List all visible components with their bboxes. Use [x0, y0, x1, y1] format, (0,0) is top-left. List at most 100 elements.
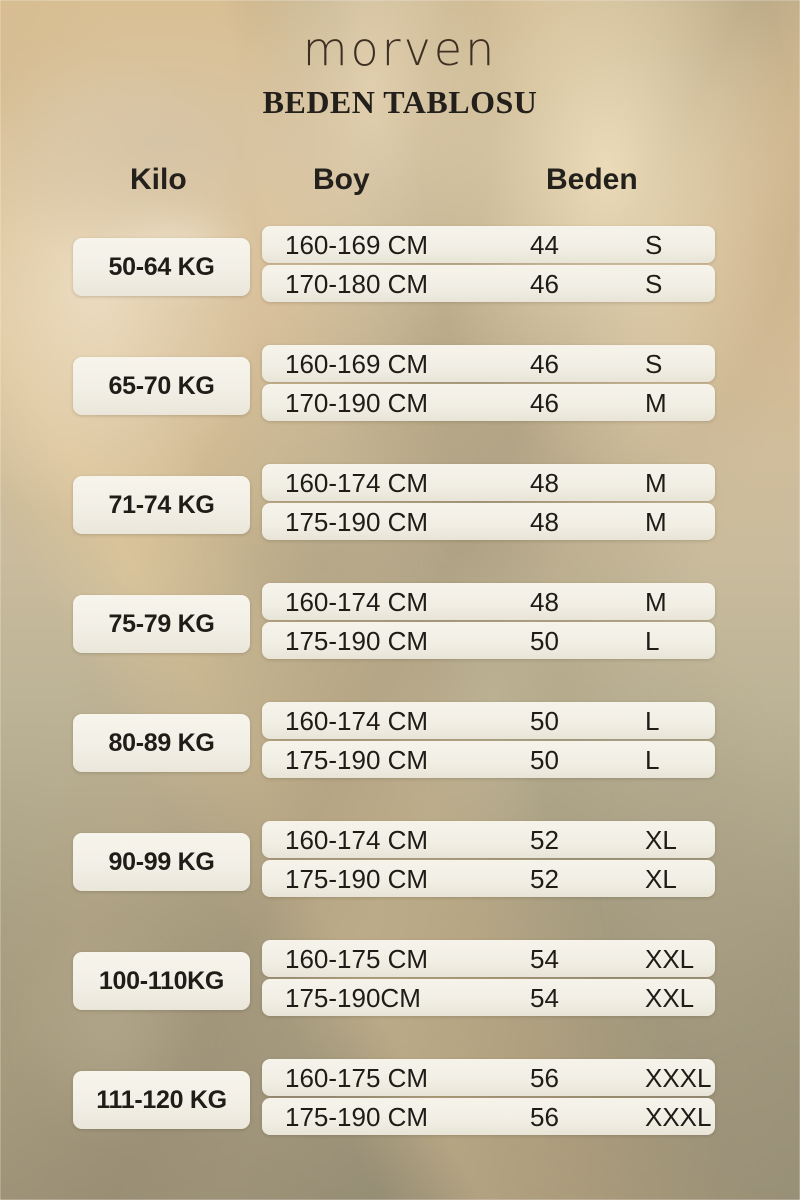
height-range-value: 160-169 CM [285, 229, 429, 260]
numeric-size-value: 52 [530, 824, 559, 855]
height-range-value: 160-174 CM [285, 467, 429, 498]
table-row: 160-174 CM 50 L [262, 702, 715, 739]
measurement-rows: 160-174 CM 52 XL 175-190 CM 52 XL [262, 821, 715, 899]
table-row: 160-175 CM 56 XXXL [262, 1059, 715, 1096]
table-row: 160-169 CM 46 S [262, 345, 715, 382]
numeric-size-value: 46 [530, 268, 559, 299]
measurement-rows: 160-175 CM 56 XXXL 175-190 CM 56 XXXL [262, 1059, 715, 1137]
letter-size-value: L [645, 744, 660, 775]
letter-size-value: XXL [645, 982, 695, 1013]
table-row: 160-175 CM 54 XXL [262, 940, 715, 977]
table-row: 160-169 CM 44 S [262, 226, 715, 263]
numeric-size-value: 46 [530, 348, 559, 379]
numeric-size-value: 54 [530, 982, 559, 1013]
letter-size-value: XL [645, 863, 677, 894]
numeric-size-value: 48 [530, 506, 559, 537]
measurement-rows: 160-169 CM 46 S 170-190 CM 46 M [262, 345, 715, 423]
weight-range-label: 80-89 KG [108, 728, 215, 757]
measurement-rows: 160-174 CM 48 M 175-190 CM 50 L [262, 583, 715, 661]
weight-group: 80-89 KG 160-174 CM 50 L 175-190 CM 50 L [0, 702, 800, 784]
height-range-value: 160-175 CM [285, 1062, 429, 1093]
table-row: 175-190CM 54 XXL [262, 979, 715, 1016]
weight-range-label: 90-99 KG [108, 847, 215, 876]
table-row: 160-174 CM 48 M [262, 583, 715, 620]
letter-size-value: XXXL [645, 1062, 712, 1093]
table-row: 170-190 CM 46 M [262, 384, 715, 421]
height-range-value: 175-190 CM [285, 506, 429, 537]
height-range-value: 175-190 CM [285, 863, 429, 894]
height-range-value: 160-174 CM [285, 824, 429, 855]
table-row: 160-174 CM 52 XL [262, 821, 715, 858]
measurement-rows: 160-175 CM 54 XXL 175-190CM 54 XXL [262, 940, 715, 1018]
height-range-value: 175-190 CM [285, 744, 429, 775]
weight-group: 75-79 KG 160-174 CM 48 M 175-190 CM 50 L [0, 583, 800, 665]
height-range-value: 175-190 CM [285, 625, 429, 656]
numeric-size-value: 48 [530, 586, 559, 617]
column-header-size: Beden [546, 163, 638, 196]
letter-size-value: M [645, 387, 667, 418]
height-range-value: 160-174 CM [285, 586, 429, 617]
weight-range-pill: 90-99 KG [73, 833, 250, 891]
letter-size-value: S [645, 229, 663, 260]
numeric-size-value: 56 [530, 1062, 559, 1093]
table-row: 175-190 CM 56 XXXL [262, 1098, 715, 1135]
weight-group: 50-64 KG 160-169 CM 44 S 170-180 CM 46 S [0, 226, 800, 308]
numeric-size-value: 46 [530, 387, 559, 418]
column-headers: Kilo Boy Beden [0, 165, 800, 209]
letter-size-value: S [645, 268, 663, 299]
letter-size-value: L [645, 705, 660, 736]
weight-range-pill: 50-64 KG [73, 238, 250, 296]
numeric-size-value: 44 [530, 229, 559, 260]
height-range-value: 160-169 CM [285, 348, 429, 379]
letter-size-value: M [645, 506, 667, 537]
weight-range-pill: 65-70 KG [73, 357, 250, 415]
brand-logo: morven [302, 22, 498, 76]
numeric-size-value: 50 [530, 744, 559, 775]
numeric-size-value: 54 [530, 943, 559, 974]
numeric-size-value: 50 [530, 705, 559, 736]
numeric-size-value: 52 [530, 863, 559, 894]
numeric-size-value: 56 [530, 1101, 559, 1132]
table-row: 175-190 CM 52 XL [262, 860, 715, 897]
weight-group: 65-70 KG 160-169 CM 46 S 170-190 CM 46 M [0, 345, 800, 427]
table-row: 175-190 CM 50 L [262, 741, 715, 778]
column-header-height: Boy [313, 163, 370, 196]
letter-size-value: S [645, 348, 663, 379]
weight-range-pill: 80-89 KG [73, 714, 250, 772]
weight-range-pill: 100-110KG [73, 952, 250, 1010]
weight-range-pill: 71-74 KG [73, 476, 250, 534]
letter-size-value: M [645, 467, 667, 498]
weight-range-label: 100-110KG [98, 966, 225, 995]
letter-size-value: XXXL [645, 1101, 712, 1132]
height-range-value: 160-174 CM [285, 705, 429, 736]
weight-range-pill: 111-120 KG [73, 1071, 250, 1129]
weight-group: 90-99 KG 160-174 CM 52 XL 175-190 CM 52 XL [0, 821, 800, 903]
height-range-value: 170-180 CM [285, 268, 429, 299]
table-row: 170-180 CM 46 S [262, 265, 715, 302]
weight-range-pill: 75-79 KG [73, 595, 250, 653]
measurement-rows: 160-174 CM 48 M 175-190 CM 48 M [262, 464, 715, 542]
height-range-value: 160-175 CM [285, 943, 429, 974]
weight-range-label: 111-120 KG [96, 1085, 227, 1114]
weight-group: 111-120 KG 160-175 CM 56 XXXL 175-190 CM 56 XX… [0, 1059, 800, 1141]
letter-size-value: XXL [645, 943, 695, 974]
page-title: BEDEN TABLOSU [262, 84, 538, 120]
height-range-value: 175-190 CM [285, 1101, 429, 1132]
numeric-size-value: 50 [530, 625, 559, 656]
table-row: 175-190 CM 48 M [262, 503, 715, 540]
height-range-value: 175-190CM [285, 982, 421, 1013]
numeric-size-value: 48 [530, 467, 559, 498]
table-row: 160-174 CM 48 M [262, 464, 715, 501]
table-row: 175-190 CM 50 L [262, 622, 715, 659]
weight-range-label: 50-64 KG [108, 252, 215, 281]
weight-range-label: 71-74 KG [108, 490, 215, 519]
weight-range-label: 75-79 KG [108, 609, 215, 638]
column-header-weight: Kilo [130, 163, 187, 196]
height-range-value: 170-190 CM [285, 387, 429, 418]
measurement-rows: 160-174 CM 50 L 175-190 CM 50 L [262, 702, 715, 780]
weight-range-label: 65-70 KG [108, 371, 215, 400]
weight-group: 71-74 KG 160-174 CM 48 M 175-190 CM 48 M [0, 464, 800, 546]
letter-size-value: L [645, 625, 660, 656]
